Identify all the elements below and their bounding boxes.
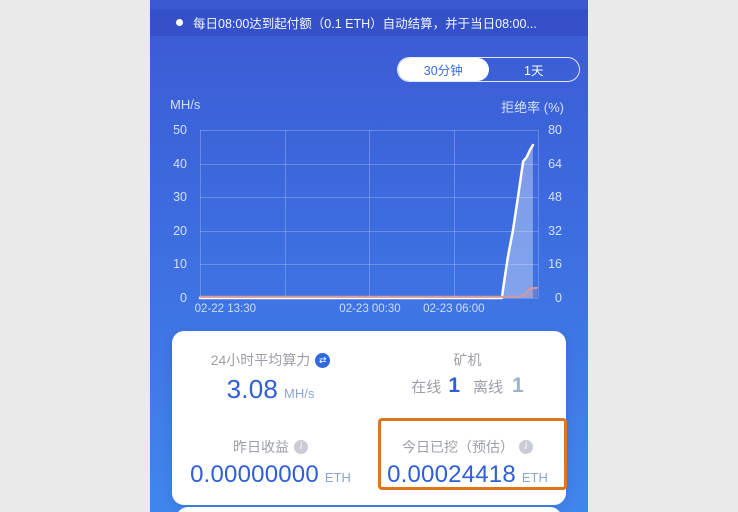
miners-title: 矿机	[453, 352, 482, 368]
gridline	[538, 130, 539, 298]
avg-hashrate-cell: 24小时平均算力 ⇄ 3.08 MH/s	[172, 331, 369, 418]
today-mined-title: 今日已挖（预估）	[402, 439, 514, 455]
axis-tick-label: 64	[548, 156, 562, 171]
axis-tick-label: 50	[173, 123, 187, 137]
gridline	[453, 130, 455, 298]
info-icon[interactable]: i	[294, 440, 308, 454]
axis-tick-label: 48	[548, 190, 562, 205]
gridline	[200, 130, 201, 298]
offline-label: 离线	[473, 379, 504, 396]
toggle-1day[interactable]: 1天	[524, 64, 544, 78]
online-count: 1	[448, 374, 460, 397]
left-axis-ticks: 50 40 30 20 10 0	[150, 123, 187, 305]
axis-tick-label: 20	[173, 223, 187, 238]
online-label: 在线	[411, 379, 442, 396]
axis-tick-label: 0	[555, 291, 562, 305]
gridline	[369, 130, 370, 298]
gridline	[200, 264, 538, 266]
chart-series-svg	[198, 143, 538, 300]
axis-tick-label: 30	[173, 190, 187, 205]
left-axis-title: MH/s	[170, 97, 201, 112]
yesterday-earnings-value: 0.00000000	[190, 461, 319, 488]
gridline	[200, 230, 538, 232]
avg-hashrate-unit: MH/s	[284, 386, 315, 401]
today-mined-cell: 今日已挖（预估） i 0.00024418 ETH	[369, 418, 566, 505]
chart-plot	[198, 130, 539, 300]
x-tick-label: 02-23 00:30	[339, 303, 401, 315]
yesterday-earnings-unit: ETH	[324, 470, 351, 485]
gridline	[200, 130, 538, 131]
notice-banner[interactable]: 每日08:00达到起付额（0.1 ETH）自动结算，并于当日08:00...	[150, 9, 588, 36]
next-card-top-edge	[176, 507, 562, 512]
yesterday-earnings-title: 昨日收益	[233, 439, 289, 455]
gridline	[200, 197, 538, 199]
x-tick-label: 02-23 06:00	[423, 303, 485, 315]
axis-tick-label: 40	[173, 156, 187, 171]
notice-text: 每日08:00达到起付额（0.1 ETH）自动结算，并于当日08:00...	[193, 17, 537, 31]
x-axis-labels: 02-22 13:30 02-23 00:30 02-23 06:00	[195, 303, 538, 319]
miners-cell: 矿机 在线 1 离线 1	[369, 331, 566, 418]
period-toggle: 30分钟 1天	[397, 57, 580, 82]
axis-tick-label: 10	[173, 257, 187, 272]
app-screen: 每日08:00达到起付额（0.1 ETH）自动结算，并于当日08:00... 3…	[150, 0, 588, 512]
today-mined-unit: ETH	[521, 470, 548, 485]
gridline	[200, 163, 538, 165]
axis-tick-label: 80	[548, 123, 562, 137]
gridline	[284, 130, 286, 298]
bullet-icon	[176, 19, 183, 26]
axis-tick-label: 0	[180, 291, 187, 305]
offline-count: 1	[512, 374, 524, 397]
info-icon[interactable]: i	[519, 440, 533, 454]
right-axis-title: 拒绝率 (%)	[501, 100, 564, 115]
toggle-30min[interactable]: 30分钟	[398, 58, 489, 81]
axis-tick-label: 16	[548, 257, 562, 272]
stats-card: 24小时平均算力 ⇄ 3.08 MH/s 矿机 在线 1 离线 1 昨日收益 i	[172, 331, 567, 505]
today-mined-value: 0.00024418	[387, 461, 516, 488]
axis-tick-label: 32	[548, 223, 562, 238]
right-axis-ticks: 80 64 48 32 16 0	[536, 123, 562, 305]
avg-hashrate-title: 24小时平均算力	[210, 352, 311, 368]
unit-convert-icon[interactable]: ⇄	[315, 352, 331, 368]
yesterday-earnings-cell: 昨日收益 i 0.00000000 ETH	[172, 418, 369, 505]
avg-hashrate-value: 3.08	[226, 374, 279, 404]
x-tick-label: 02-22 13:30	[194, 303, 257, 315]
